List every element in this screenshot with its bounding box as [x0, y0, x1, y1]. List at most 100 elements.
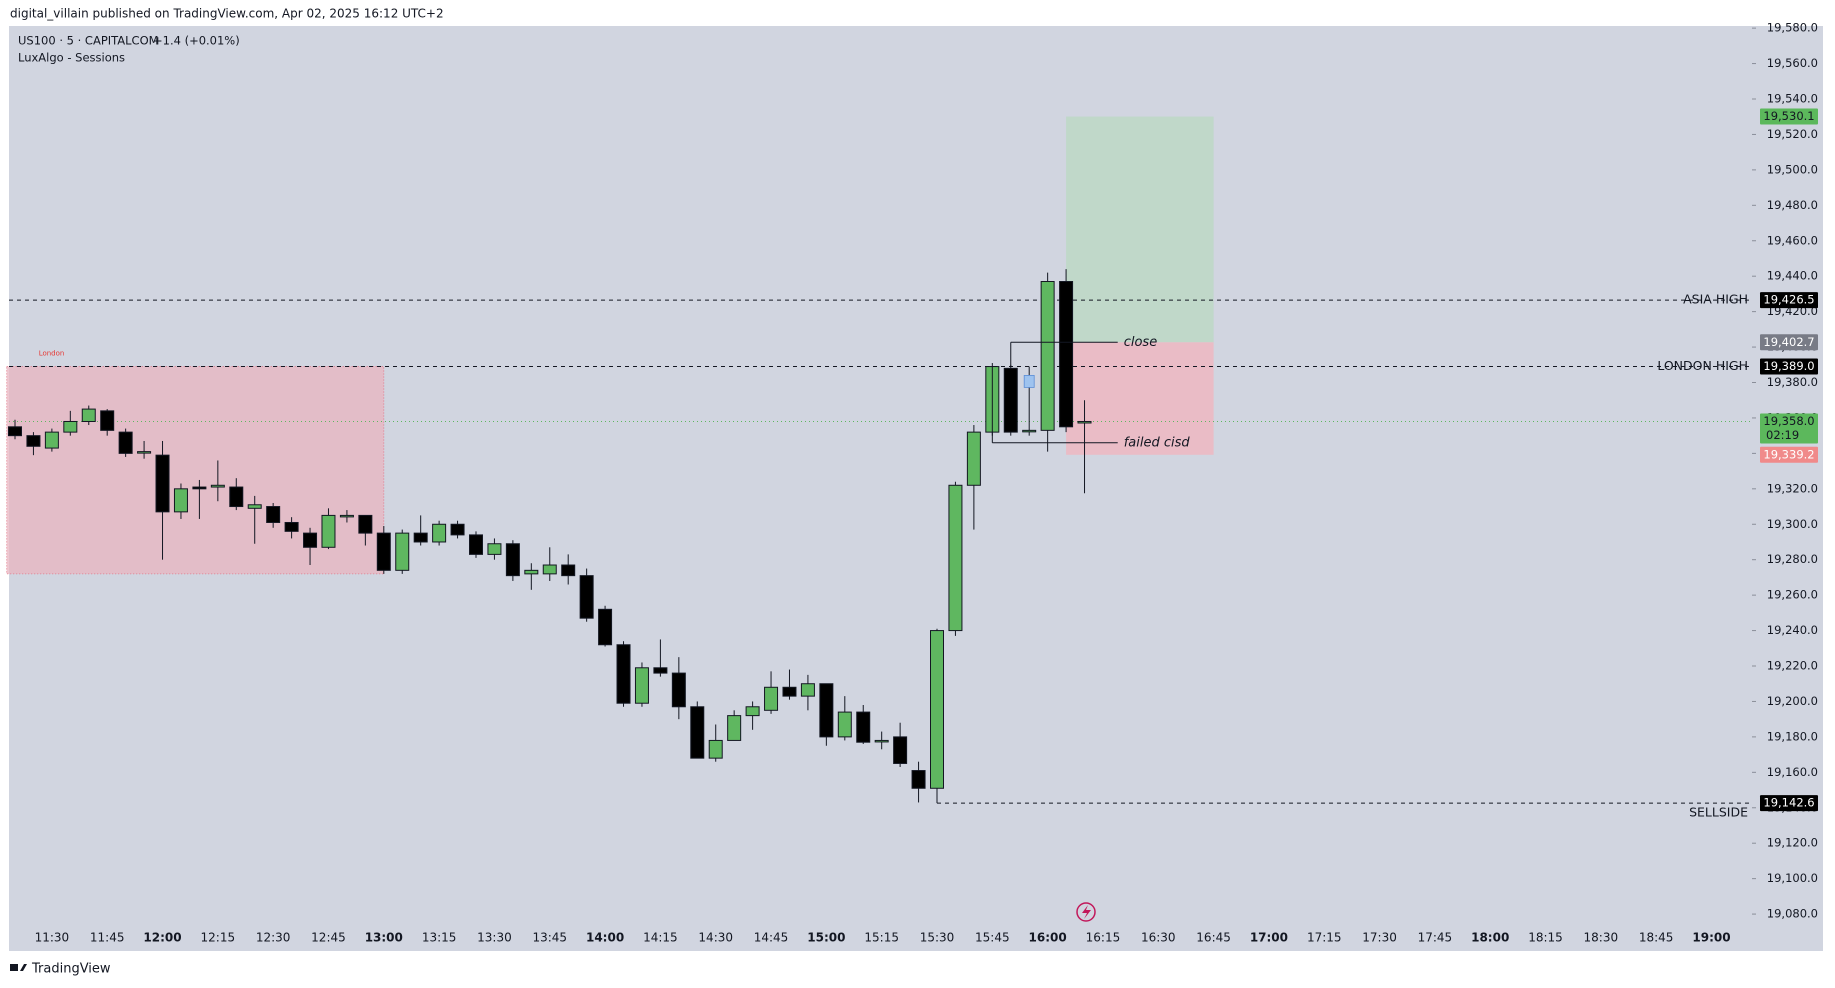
x-tick-label: 17:30 — [1362, 931, 1397, 945]
candle-body — [210, 484, 225, 488]
price-badge — [1760, 413, 1818, 444]
price-badge — [1760, 795, 1818, 812]
candle-body — [339, 514, 354, 518]
countdown: 02:19 — [1766, 428, 1799, 442]
publisher: digital_villain published on TradingView… — [10, 7, 444, 21]
candle-body — [874, 739, 889, 743]
candle-body — [634, 667, 649, 704]
candle-body — [948, 484, 963, 632]
level-label: ASIA HIGH — [1683, 292, 1748, 307]
candle-body — [930, 630, 944, 789]
candle-body — [671, 672, 686, 708]
candle-body — [1077, 420, 1092, 424]
x-tick-label: 13:45 — [532, 931, 567, 945]
y-tick-label: 19,080.0 — [1767, 907, 1818, 921]
x-tick-label: 15:15 — [864, 931, 899, 945]
candle-body — [266, 506, 281, 523]
y-tick-label: 19,560.0 — [1767, 56, 1818, 70]
y-tick-label: 19,460.0 — [1767, 233, 1818, 247]
change: +1.4 (+0.01%) — [153, 34, 240, 48]
candle-body — [561, 564, 576, 577]
candle-body — [8, 426, 22, 437]
x-tick-label: 14:00 — [586, 931, 624, 945]
price-badge-label: 19,358.0 — [1763, 414, 1814, 428]
candle-body — [247, 504, 262, 509]
candle-body — [487, 543, 502, 555]
candle-body — [395, 532, 410, 571]
y-tick-label: 19,260.0 — [1767, 588, 1818, 602]
y-tick-label: 19,200.0 — [1767, 694, 1818, 708]
candle-body — [542, 564, 557, 575]
y-tick-label: 19,280.0 — [1767, 552, 1818, 566]
candle-body — [469, 534, 483, 555]
y-tick-label: 19,480.0 — [1767, 198, 1818, 212]
candle-body — [856, 711, 871, 743]
y-tick-label: 19,120.0 — [1767, 836, 1818, 850]
candle-body — [727, 715, 742, 741]
candle-body — [1022, 429, 1037, 433]
price-badge-label: 19,426.5 — [1763, 293, 1814, 307]
candle-body — [505, 543, 520, 577]
candle-body — [911, 770, 926, 789]
candle-body — [100, 410, 115, 431]
candle-body — [192, 486, 207, 490]
price-badge — [1760, 292, 1818, 309]
y-tick-label: 19,220.0 — [1767, 659, 1818, 673]
x-tick-label: 16:00 — [1029, 931, 1067, 945]
price-badge-label: 19,530.1 — [1763, 109, 1814, 123]
candle-body — [303, 532, 318, 548]
price-badge — [1760, 446, 1818, 463]
x-tick-label: 18:30 — [1584, 931, 1619, 945]
price-badge-label: 19,339.2 — [1763, 447, 1814, 461]
y-tick-label: 19,320.0 — [1767, 481, 1818, 495]
annotation-label: failed cisd — [1124, 435, 1191, 450]
x-tick-label: 12:45 — [311, 931, 346, 945]
y-tick-label: 19,540.0 — [1767, 92, 1818, 106]
price-badge — [1760, 108, 1818, 125]
x-tick-label: 16:15 — [1086, 931, 1121, 945]
candle-body — [229, 486, 244, 508]
y-tick-label: 19,440.0 — [1767, 269, 1818, 283]
x-tick-label: 16:45 — [1196, 931, 1231, 945]
marker — [1023, 375, 1035, 388]
x-tick-label: 16:30 — [1141, 931, 1176, 945]
candle-body — [118, 431, 133, 454]
price-badge-label: 19,389.0 — [1763, 359, 1814, 373]
footer: TradingView — [31, 962, 111, 977]
zone-label: London — [39, 350, 65, 358]
price-badge-label: 19,402.7 — [1763, 335, 1814, 349]
x-tick-label: 11:45 — [90, 931, 125, 945]
candle-body — [524, 569, 539, 575]
candle-body — [432, 523, 447, 543]
y-tick-label: 19,240.0 — [1767, 623, 1818, 637]
candle-body — [764, 686, 779, 711]
candle-body — [1003, 367, 1018, 433]
candle-body — [450, 523, 465, 536]
candle-body — [81, 408, 96, 422]
x-tick-label: 17:45 — [1418, 931, 1453, 945]
x-tick-label: 12:15 — [201, 931, 236, 945]
x-tick-label: 15:45 — [975, 931, 1010, 945]
symbol: US100 · 5 · CAPITALCOM — [18, 34, 159, 48]
tv-logo — [10, 964, 27, 971]
level-label: SELLSIDE — [1689, 805, 1748, 820]
x-tick-label: 12:00 — [143, 931, 181, 945]
candle-body — [358, 514, 373, 534]
indicator: LuxAlgo - Sessions — [18, 51, 125, 65]
candle-body — [413, 532, 428, 543]
x-tick-label: 13:30 — [477, 931, 512, 945]
annotation-label: close — [1124, 335, 1157, 350]
x-tick-label: 12:30 — [256, 931, 291, 945]
x-tick-label: 15:30 — [920, 931, 955, 945]
y-tick-label: 19,380.0 — [1767, 375, 1818, 389]
x-tick-label: 18:00 — [1471, 931, 1509, 945]
x-tick-label: 13:15 — [422, 931, 457, 945]
y-tick-label: 19,160.0 — [1767, 765, 1818, 779]
candle-body — [579, 575, 594, 619]
candle-body — [837, 711, 852, 738]
price-badge — [1760, 334, 1818, 351]
candle-body — [893, 736, 908, 764]
candle-body — [44, 431, 59, 449]
candle-body — [966, 431, 981, 486]
